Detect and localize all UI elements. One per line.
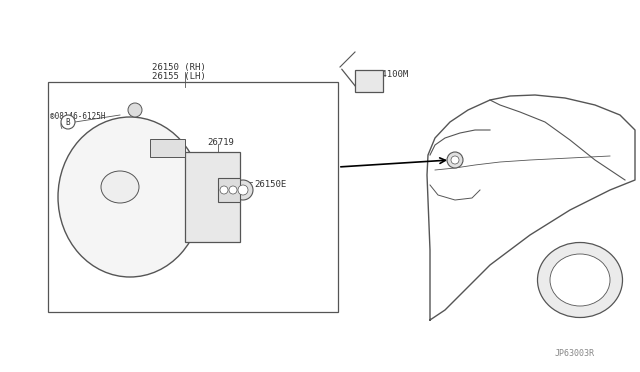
Text: 26719: 26719 (207, 138, 234, 147)
Circle shape (220, 186, 228, 194)
Bar (150, 139, 185, 157)
Text: JP63003R: JP63003R (555, 350, 595, 359)
Bar (355, 70, 383, 92)
Text: ®08146-6125H: ®08146-6125H (50, 112, 106, 121)
Circle shape (233, 180, 253, 200)
Text: 26155 (LH): 26155 (LH) (152, 71, 205, 80)
Text: 24100M: 24100M (376, 70, 408, 78)
Ellipse shape (550, 254, 610, 306)
Text: B: B (66, 118, 70, 126)
Circle shape (238, 185, 248, 195)
Ellipse shape (101, 171, 139, 203)
Ellipse shape (58, 117, 202, 277)
Text: 26150E: 26150E (254, 180, 286, 189)
Circle shape (229, 186, 237, 194)
Bar (185, 152, 240, 242)
Circle shape (61, 115, 75, 129)
Bar (218, 178, 240, 202)
Text: 26150 (RH): 26150 (RH) (152, 62, 205, 71)
Bar (48, 82, 338, 312)
Circle shape (451, 156, 459, 164)
Circle shape (447, 152, 463, 168)
Circle shape (128, 103, 142, 117)
Text: (2): (2) (58, 121, 72, 129)
Ellipse shape (538, 243, 623, 317)
